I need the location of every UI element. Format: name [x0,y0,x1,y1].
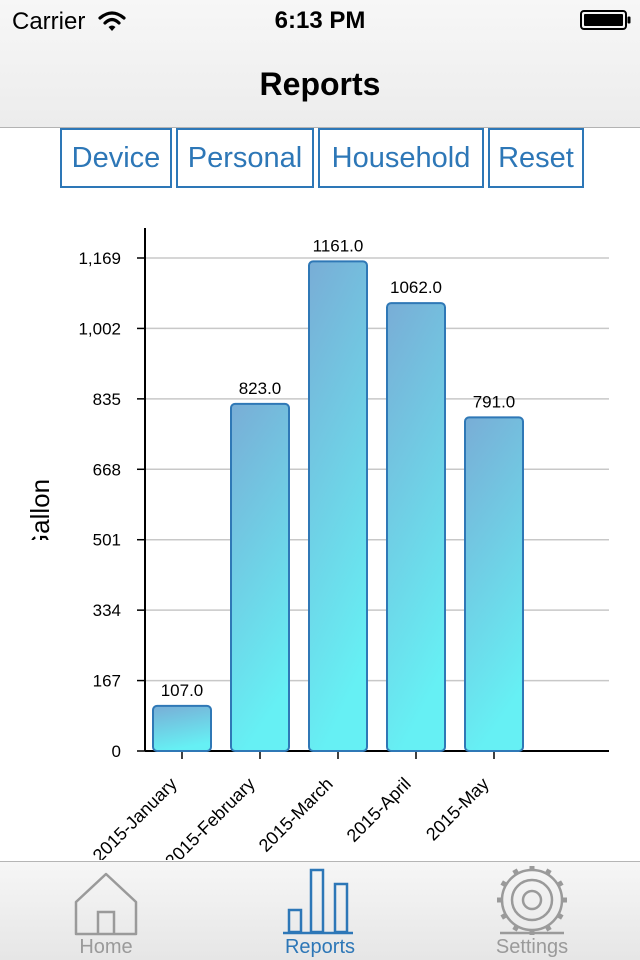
y-tick-label: 1,169 [78,249,121,268]
y-axis-label: Gallons [25,480,55,540]
page-title: Reports [259,66,381,102]
y-tick-label: 668 [93,460,121,479]
bar [152,704,212,753]
gear-tooth [544,868,552,876]
y-tick-label: 334 [93,601,121,620]
bar-value-label: 791.0 [473,392,516,411]
x-category-label: 2015-January [89,774,181,860]
carrier-label: Carrier [12,8,86,35]
bar-chart-icon [283,868,353,935]
bar [308,260,368,753]
x-category-label: 2015-May [422,774,493,845]
gear-tooth [500,880,508,888]
tab-bar: Home Reports Settings [0,861,640,960]
gear-tooth [512,924,520,932]
household-button[interactable]: Household [318,128,484,188]
bar-value-label: 1062.0 [390,278,442,297]
battery-icon [580,10,631,30]
y-axis-title: Gallons [25,480,55,540]
y-tick-label: 501 [93,531,121,550]
x-category-label: 2015-April [343,774,415,846]
gear-tooth [556,880,564,888]
gear-tooth [556,912,564,920]
wifi-icon [98,11,126,31]
bar-chart: 0 167 334 501 668 835 1,002 1,169 107.0 823.0 116… [78,228,609,860]
tab-home-label: Home [79,936,133,958]
x-category-label: 2015-March [255,774,337,856]
status-time: 6:13 PM [274,7,366,34]
y-tick-label: 1,002 [78,319,121,338]
y-tick-label: 167 [93,672,121,691]
bar [386,302,446,753]
bar [464,416,524,752]
tab-reports-label: Reports [284,936,356,958]
navigation-bar: Carrier 6:13 PM Reports [0,0,640,128]
bar-value-label: 107.0 [161,681,204,700]
tab-settings-label: Settings [495,936,569,958]
device-button[interactable]: Device [60,128,172,188]
tab-home[interactable]: Home [31,862,181,960]
gear-tooth [500,912,508,920]
gear-tooth [512,868,520,876]
gear-icon [497,866,567,935]
y-tick-label: 835 [93,390,121,409]
personal-button[interactable]: Personal [176,128,314,188]
house-icon [74,872,138,936]
tab-reports[interactable]: Reports [245,862,395,960]
reset-button[interactable]: Reset [488,128,584,188]
gear-tooth [544,924,552,932]
bar [230,402,290,752]
y-tick-label: 0 [112,742,121,761]
tab-settings[interactable]: Settings [457,862,607,960]
bar-value-label: 823.0 [239,379,282,398]
bar-value-label: 1161.0 [313,236,364,255]
